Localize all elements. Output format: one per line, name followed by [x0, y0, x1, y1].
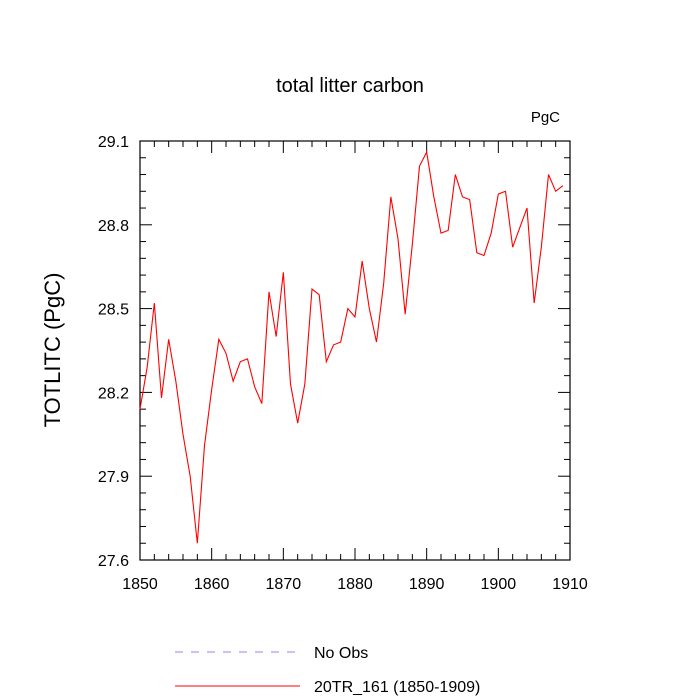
y-tick-label: 28.2 [98, 385, 129, 402]
x-tick-label: 1870 [266, 576, 302, 593]
series-line-1 [139, 150, 564, 544]
x-tick-label: 1860 [194, 576, 230, 593]
legend: No Obs 20TR_161 (1850-1909) [175, 645, 480, 696]
y-tick-label: 27.9 [98, 469, 129, 486]
y-tick-label: 28.8 [98, 218, 129, 235]
plot-area: 1850 1860 1870 1880 1890 1900 1910 27.6 27.9 28.2… [98, 134, 588, 593]
units-label: PgC [531, 109, 560, 126]
y-tick-label: 28.5 [98, 302, 129, 319]
x-tick-label: 1910 [552, 576, 588, 593]
x-tick-label: 1890 [409, 576, 445, 593]
y-tick-label: 29.1 [98, 134, 129, 151]
y-tick-label: 27.6 [98, 553, 129, 570]
x-tick-label: 1850 [122, 576, 158, 593]
plot-frame [139, 140, 571, 561]
y-axis-title: TOTLITC (PgC) [40, 273, 65, 428]
legend-label-0: No Obs [314, 645, 368, 662]
legend-label-1: 20TR_161 (1850-1909) [314, 679, 480, 696]
chart-title: total litter carbon [276, 75, 424, 97]
x-tick-label: 1900 [481, 576, 517, 593]
x-tick-label: 1880 [337, 576, 373, 593]
